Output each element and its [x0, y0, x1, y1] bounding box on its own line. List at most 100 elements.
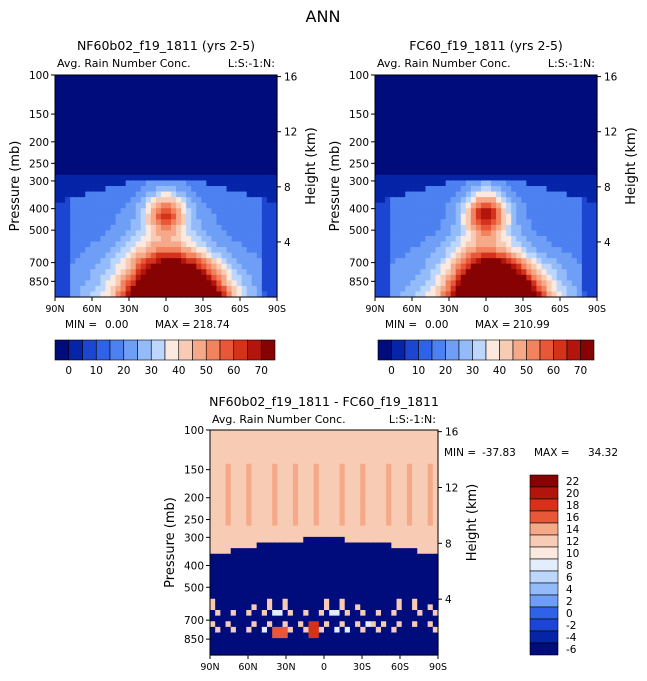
heatmap-cell — [55, 186, 61, 193]
heatmap-cell — [75, 274, 81, 281]
heatmap-cell — [95, 136, 102, 143]
heatmap-cell — [334, 598, 341, 605]
heatmap-cell — [385, 230, 391, 237]
heatmap-cell — [186, 213, 192, 220]
heatmap-cell — [85, 113, 91, 120]
heatmap-cell — [339, 446, 346, 454]
heatmap-cell — [445, 136, 452, 143]
heatmap-cell — [241, 508, 247, 515]
colorbar-tick-label: 0 — [65, 365, 72, 377]
heatmap-cell — [80, 197, 86, 204]
heatmap-cell — [324, 587, 330, 594]
heatmap-cell — [230, 542, 237, 549]
heatmap-cell — [526, 180, 533, 187]
heatmap-cell — [455, 136, 462, 143]
heatmap-cell — [470, 280, 477, 287]
heatmap-cell — [231, 191, 238, 198]
heatmap-cell — [261, 598, 268, 605]
heatmap-cell — [435, 141, 442, 148]
heatmap-cell — [160, 213, 167, 220]
heatmap-cell — [65, 180, 71, 187]
heatmap-cell — [150, 247, 157, 254]
heatmap-cell — [166, 191, 172, 198]
heatmap-cell — [120, 152, 127, 159]
heatmap-cell — [465, 102, 472, 109]
heatmap-cell — [130, 258, 137, 265]
heatmap-cell — [70, 136, 76, 143]
heatmap-cell — [551, 285, 558, 293]
heatmap-cell — [491, 285, 497, 293]
heatmap-cell — [506, 80, 512, 87]
heatmap-cell — [206, 208, 213, 215]
heatmap-cell — [272, 559, 278, 566]
heatmap-cell — [475, 258, 482, 265]
heatmap-cell — [561, 241, 568, 248]
heatmap-cell — [231, 141, 238, 148]
heatmap-cell — [339, 475, 346, 482]
heatmap-cell — [375, 147, 381, 154]
heatmap-cell — [256, 632, 263, 639]
heatmap-cell — [145, 130, 152, 137]
heatmap-cell — [287, 638, 294, 645]
heatmap-cell — [271, 235, 278, 243]
heatmap-cell — [571, 235, 578, 243]
heatmap-cell — [370, 491, 377, 499]
heatmap-cell — [166, 152, 172, 159]
colorbar-swatch — [219, 339, 235, 361]
heatmap-cell — [210, 536, 216, 544]
heatmap-cell — [246, 576, 253, 583]
heatmap-cell — [491, 247, 497, 254]
heatmap-cell — [430, 258, 437, 265]
heatmap-cell — [318, 632, 325, 639]
heatmap-cell — [591, 102, 598, 109]
heatmap-cell — [230, 559, 237, 566]
heatmap-cell — [55, 141, 61, 148]
heatmap-cell — [355, 446, 361, 454]
heatmap-cell — [110, 163, 117, 170]
heatmap-cell — [241, 291, 248, 298]
heatmap-cell — [140, 269, 147, 276]
x-tick-label: 60S — [551, 304, 569, 315]
heatmap-cell — [435, 208, 442, 215]
heatmap-cell — [303, 525, 310, 532]
heatmap-cell — [586, 213, 593, 220]
heatmap-cell — [226, 241, 233, 248]
heatmap-cell — [277, 469, 284, 476]
heatmap-cell — [420, 91, 427, 98]
heatmap-cell — [231, 280, 238, 287]
heatmap-cell — [501, 263, 507, 270]
heatmap-cell — [516, 202, 522, 209]
heatmap-cell — [176, 241, 182, 248]
heatmap-cell — [355, 548, 361, 555]
heatmap-cell — [400, 208, 406, 215]
heatmap-cell — [410, 174, 416, 182]
heatmap-cell — [329, 508, 335, 515]
heatmap-cell — [225, 632, 232, 639]
heatmap-cell — [475, 97, 482, 104]
heatmap-cell — [251, 446, 258, 454]
heatmap-cell — [160, 102, 167, 109]
heatmap-cell — [261, 593, 268, 600]
heatmap-cell — [405, 252, 411, 259]
heatmap-cell — [246, 152, 253, 159]
heatmap-cell — [496, 224, 502, 231]
heatmap-cell — [266, 80, 273, 87]
heatmap-cell — [313, 480, 320, 487]
heatmap-cell — [465, 119, 472, 126]
heatmap-cell — [246, 458, 253, 465]
heatmap-cell — [261, 649, 268, 656]
heatmap-cell — [435, 113, 442, 120]
heatmap-cell — [230, 452, 237, 459]
heatmap-cell — [318, 604, 325, 611]
heatmap-cell — [60, 202, 66, 209]
heatmap-cell — [272, 475, 278, 482]
heatmap-cell — [440, 208, 447, 215]
heatmap-cell — [215, 520, 221, 527]
heatmap-cell — [506, 235, 512, 243]
heatmap-cell — [440, 274, 447, 281]
heatmap-cell — [241, 587, 247, 594]
heatmap-cell — [140, 124, 147, 132]
heatmap-cell — [145, 180, 152, 187]
heatmap-cell — [395, 97, 401, 104]
heatmap-cell — [536, 197, 543, 204]
